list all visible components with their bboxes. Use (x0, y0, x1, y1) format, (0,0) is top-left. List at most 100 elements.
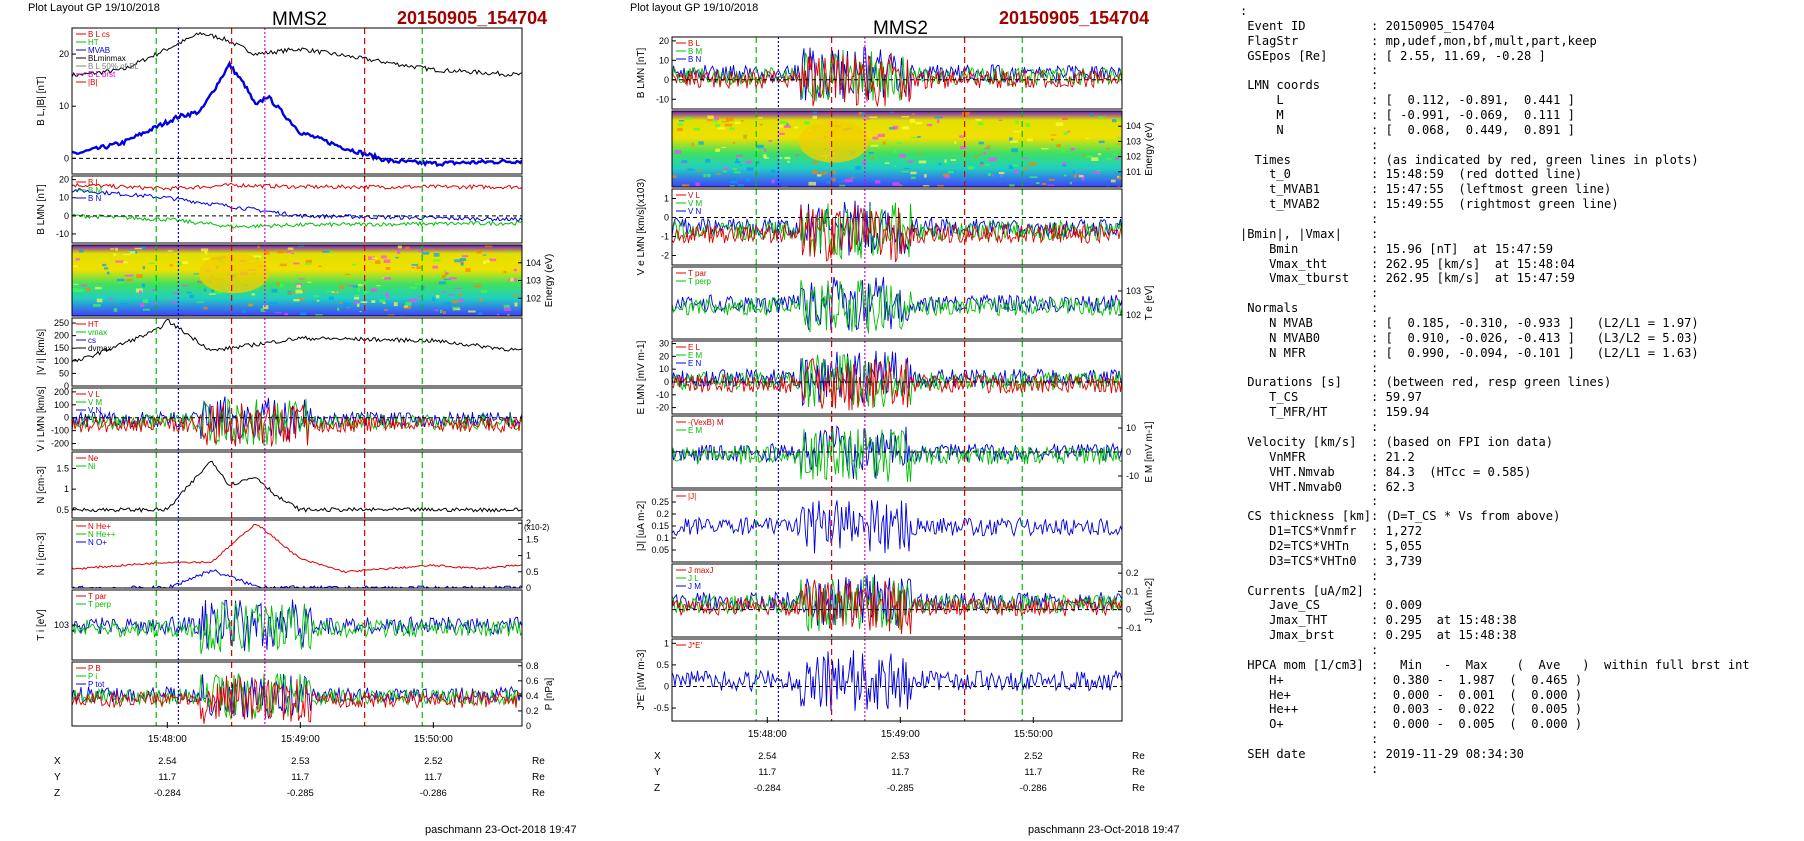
heatmap-speck (172, 292, 181, 295)
heatmap-speck (959, 145, 967, 150)
heatmap-speck (451, 300, 460, 304)
y-tick-label: 103 (54, 620, 69, 630)
heatmap-speck (962, 111, 970, 116)
heatmap-speck (472, 280, 480, 283)
heatmap-speck (785, 144, 788, 148)
legend-entry: Ne (88, 454, 99, 463)
heatmap-speck (924, 173, 927, 178)
heatmap-speck (771, 179, 775, 184)
series-line (72, 523, 522, 574)
legend-entry: P B (88, 664, 101, 673)
heatmap-speck (473, 284, 482, 288)
legend-entry: V L (88, 390, 101, 399)
heatmap-speck (725, 117, 734, 122)
heatmap-speck (1089, 113, 1094, 117)
info-line: T_CS : 59.97 (1240, 390, 1423, 405)
y-tick-label: 0 (526, 721, 531, 731)
heatmap-speck (405, 246, 410, 250)
y-tick-label: 104 (1126, 121, 1141, 131)
heatmap-speck (980, 161, 984, 165)
legend-entry: N He+ (88, 522, 111, 531)
y-axis-label: |V i| [km/s] (36, 329, 47, 376)
heatmap-speck (682, 149, 691, 151)
pos-row-value: 11.7 (424, 772, 442, 783)
info-line: Velocity [km/s] : (based on FPI ion data… (1240, 434, 1554, 449)
info-line: VHT.Nmvab0 : 62.3 (1240, 479, 1415, 494)
heatmap-speck (740, 120, 745, 122)
heatmap-speck (862, 118, 871, 120)
info-line: Durations [s] : (between red, resp green… (1240, 375, 1612, 390)
panel-frame (71, 387, 523, 451)
info-line: LMN coords : (1240, 78, 1379, 93)
panel-body (72, 523, 522, 588)
heatmap-speck (253, 255, 262, 258)
panel-frame (71, 27, 523, 175)
pos-row-value: -0.285 (887, 783, 914, 794)
heatmap-speck (513, 268, 517, 272)
heatmap-speck (771, 169, 776, 173)
heatmap-speck (381, 255, 387, 259)
info-line: Event ID : 20150905_154704 (1240, 18, 1495, 33)
heatmap-speck (896, 142, 902, 145)
heatmap-speck (434, 309, 439, 312)
info-line: : (1240, 137, 1379, 152)
heatmap-speck (163, 299, 167, 301)
info-line: t_0 : 15:48:59 (red dotted line) (1240, 167, 1583, 182)
heatmap-speck (140, 246, 147, 249)
heatmap-speck (910, 171, 917, 175)
heatmap-speck (399, 314, 404, 316)
y-tick-label: -10 (56, 229, 69, 239)
y-tick-label: 250 (54, 318, 69, 328)
heatmap-speck (1085, 138, 1089, 140)
heatmap-speck (359, 311, 362, 313)
heatmap-speck (503, 307, 512, 311)
heatmap-speck (106, 271, 110, 275)
info-line: SEH date : 2019-11-29 08:34:30 (1240, 746, 1524, 761)
y-tick-label: 20 (659, 351, 669, 361)
heatmap-speck (383, 309, 388, 312)
component-trace (72, 396, 522, 441)
heatmap-speck (884, 162, 890, 165)
heatmap-speck (260, 308, 266, 312)
heatmap-speck (1055, 122, 1064, 126)
y-tick-label: 0.25 (651, 497, 669, 507)
heatmap-speck (703, 173, 707, 178)
panel-body (672, 111, 1122, 187)
heatmap-speck (108, 297, 114, 300)
heatmap-speck (115, 247, 118, 251)
heatmap-speck (812, 170, 819, 174)
heatmap-speck (901, 116, 909, 118)
y-tick-label: 30 (659, 339, 669, 349)
y-tick-label: 2 (526, 518, 531, 528)
heatmap-speck (479, 298, 482, 303)
heatmap-speck (129, 251, 136, 254)
heatmap-speck (1013, 170, 1019, 174)
heatmap-speck (717, 127, 725, 130)
heatmap-speck (950, 159, 957, 162)
heatmap-speck (979, 164, 985, 167)
heatmap-speck (787, 160, 790, 163)
heatmap-speck (276, 282, 280, 287)
heatmap-speck (715, 123, 721, 128)
heatmap-speck (937, 184, 944, 187)
component-trace (72, 601, 522, 655)
y-tick-label: -0.1 (1126, 623, 1142, 633)
y-tick-label: -2 (661, 251, 669, 261)
heatmap-speck (496, 313, 500, 316)
heatmap-speck (454, 259, 461, 263)
event-info-panel: : Event ID : 20150905_154704 FlagStr : m… (1240, 4, 1800, 840)
info-line: Currents [uA/m2] : (1240, 583, 1379, 598)
heatmap-speck (877, 133, 886, 137)
heatmap-speck (293, 299, 300, 302)
heatmap-speck (284, 312, 288, 316)
pos-row-label: Z (54, 788, 60, 799)
heatmap-speck (383, 259, 391, 263)
heatmap-speck (889, 127, 896, 130)
heatmap-speck (975, 118, 982, 121)
heatmap-speck (102, 263, 107, 267)
panel-frame (671, 563, 1123, 638)
heatmap-speck (1106, 147, 1110, 150)
pos-row-value: -0.286 (1020, 783, 1047, 794)
heatmap-speck (1012, 130, 1021, 133)
heatmap-speck (357, 283, 363, 287)
